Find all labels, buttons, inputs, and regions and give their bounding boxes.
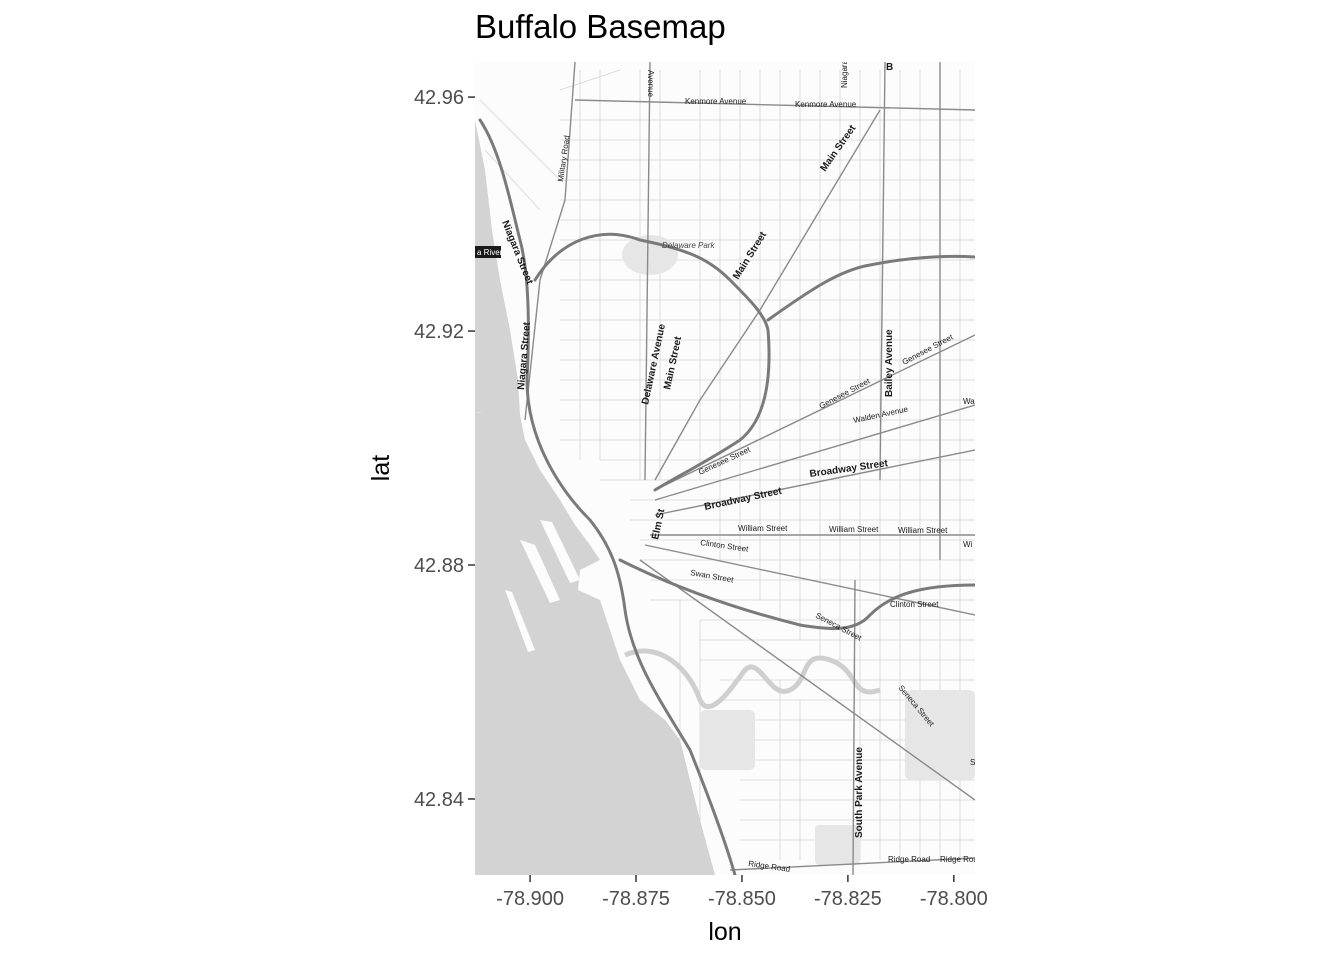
label-river: a River bbox=[477, 248, 503, 257]
label-bailey: Bailey Avenue bbox=[884, 329, 895, 397]
label-wa: Wa bbox=[963, 397, 975, 406]
map-panel[interactable]: Kenmore Avenue Kenmore Avenue Main Stree… bbox=[475, 59, 982, 875]
label-delaware-park: Delaware Park bbox=[662, 241, 715, 250]
label-kenmore-1: Kenmore Avenue bbox=[685, 97, 747, 106]
piers bbox=[505, 520, 580, 652]
major-roads bbox=[524, 62, 975, 875]
label-ridge-3: Ridge Road bbox=[940, 855, 982, 864]
x-tick-label: -78.900 bbox=[496, 888, 564, 910]
label-william-1: William Street bbox=[738, 524, 788, 533]
plot-title: Buffalo Basemap bbox=[475, 8, 726, 45]
label-s-edge: S bbox=[970, 758, 975, 767]
label-b-top: B bbox=[886, 62, 893, 73]
label-niagara-top: Niagara bbox=[840, 59, 849, 88]
y-tick-label: 42.96 bbox=[414, 87, 464, 109]
label-south-park: South Park Avenue bbox=[854, 747, 865, 838]
label-william-2: William Street bbox=[829, 525, 879, 534]
lake-erie bbox=[475, 120, 520, 420]
x-tick-label: -78.875 bbox=[602, 888, 670, 910]
y-tick-label: 42.92 bbox=[414, 321, 464, 343]
buffalo-river bbox=[624, 648, 881, 709]
x-axis: -78.900 -78.875 -78.850 -78.825 -78.800 bbox=[496, 875, 988, 910]
label-wi: Wi bbox=[963, 540, 973, 549]
river-label-bg bbox=[475, 246, 501, 258]
y-tick-label: 42.84 bbox=[414, 789, 464, 811]
y-tick-label: 42.88 bbox=[414, 555, 464, 577]
x-axis-title: lon bbox=[708, 918, 741, 946]
label-top-avenue: Avenue bbox=[646, 70, 655, 98]
x-tick-label: -78.800 bbox=[920, 888, 988, 910]
label-kenmore-2: Kenmore Avenue bbox=[795, 100, 857, 109]
highways bbox=[478, 118, 975, 875]
y-axis: 42.84 42.88 42.92 42.96 bbox=[414, 87, 475, 811]
lake-erie-south bbox=[475, 412, 715, 875]
x-tick-label: -78.850 bbox=[708, 888, 776, 910]
y-axis-title: lat bbox=[367, 455, 395, 481]
label-clinton-2: Clinton Street bbox=[890, 600, 939, 609]
label-william-3: William Street bbox=[898, 526, 948, 535]
label-ridge-2: Ridge Road bbox=[888, 855, 930, 864]
x-tick-label: -78.825 bbox=[814, 888, 882, 910]
